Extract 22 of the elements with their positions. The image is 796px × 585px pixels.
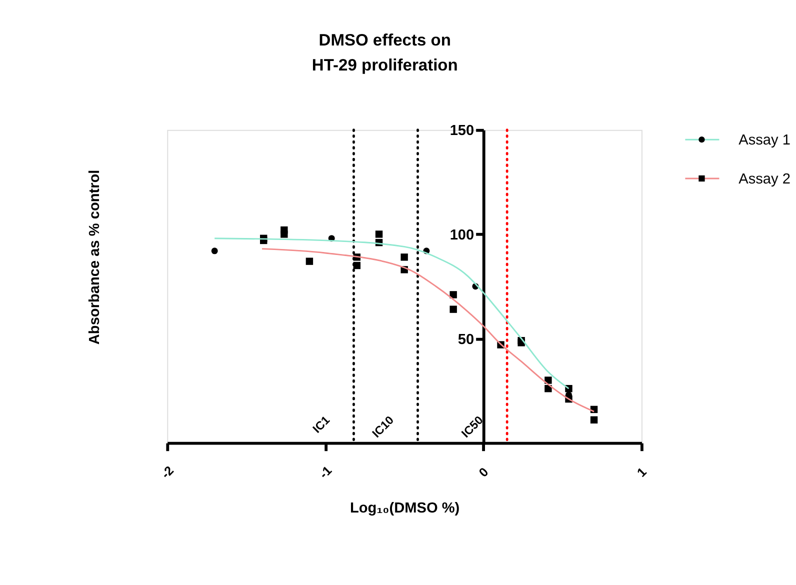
point	[280, 230, 288, 238]
x-axis-title: Log₁₀(DMSO %)	[350, 500, 460, 516]
point	[590, 416, 598, 424]
ref-line-label: IC1	[310, 413, 333, 436]
y-tick-label: 150	[450, 123, 474, 140]
x-tick-label: 0	[476, 464, 492, 480]
chart-title: DMSO effects on HT-29 proliferation	[312, 30, 458, 75]
x-tick-label: -1	[316, 463, 335, 482]
point	[375, 230, 383, 238]
x-tick-label: 1	[634, 464, 650, 480]
point	[211, 248, 218, 254]
y-tick-label: 50	[458, 332, 474, 348]
point	[400, 254, 408, 261]
y-tick-label: 100	[450, 228, 474, 244]
point	[450, 306, 457, 313]
point	[450, 291, 457, 298]
legend-label: Assay 2	[738, 171, 790, 188]
legend-label: Assay 1	[738, 132, 790, 148]
x-tick-label: -2	[158, 463, 176, 482]
point	[353, 262, 360, 270]
y-axis-title: Absorbance as % control	[87, 170, 104, 345]
point	[306, 258, 314, 265]
